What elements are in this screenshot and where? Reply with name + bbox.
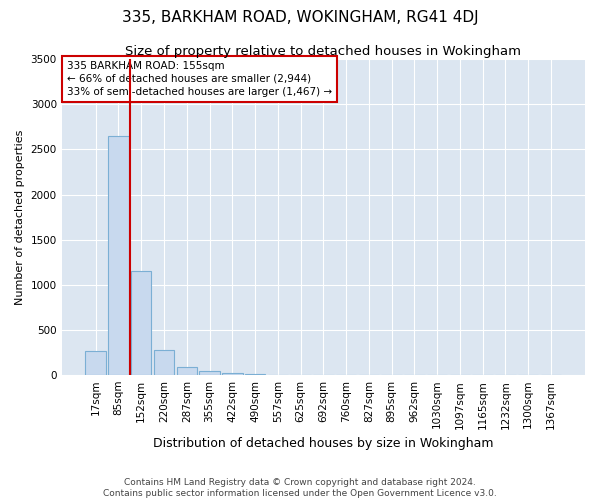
Title: Size of property relative to detached houses in Wokingham: Size of property relative to detached ho… <box>125 45 521 58</box>
Text: 335 BARKHAM ROAD: 155sqm
← 66% of detached houses are smaller (2,944)
33% of sem: 335 BARKHAM ROAD: 155sqm ← 66% of detach… <box>67 60 332 97</box>
Bar <box>131 272 151 375</box>
Bar <box>108 136 129 375</box>
Bar <box>199 370 220 375</box>
X-axis label: Distribution of detached houses by size in Wokingham: Distribution of detached houses by size … <box>153 437 494 450</box>
Text: 335, BARKHAM ROAD, WOKINGHAM, RG41 4DJ: 335, BARKHAM ROAD, WOKINGHAM, RG41 4DJ <box>122 10 478 25</box>
Text: Contains HM Land Registry data © Crown copyright and database right 2024.
Contai: Contains HM Land Registry data © Crown c… <box>103 478 497 498</box>
Bar <box>222 374 242 375</box>
Bar <box>245 374 265 375</box>
Bar <box>176 367 197 375</box>
Bar <box>154 350 174 375</box>
Y-axis label: Number of detached properties: Number of detached properties <box>15 130 25 305</box>
Bar <box>85 350 106 375</box>
